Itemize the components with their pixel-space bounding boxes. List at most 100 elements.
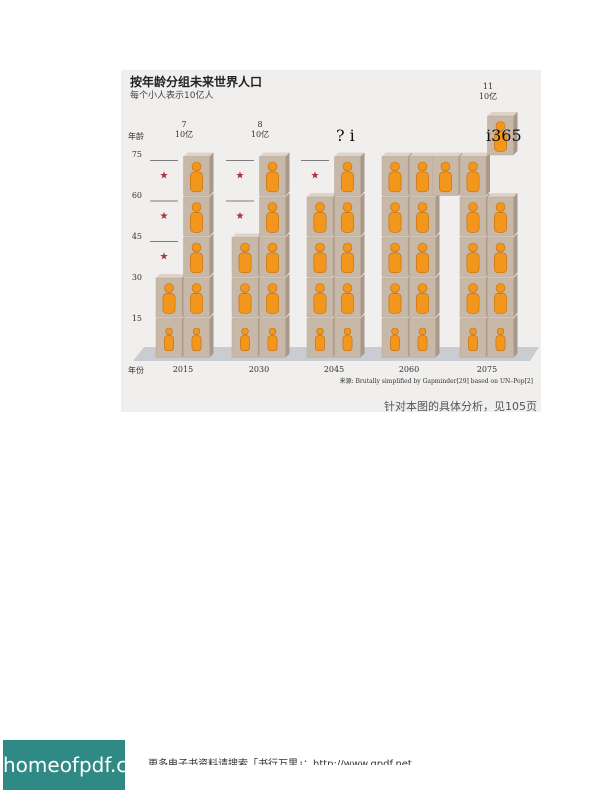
person-body bbox=[466, 252, 480, 274]
person-body bbox=[341, 252, 354, 274]
population-box-top bbox=[487, 193, 518, 197]
population-box-side bbox=[285, 152, 290, 196]
population-box-side bbox=[513, 112, 518, 155]
population-box-side bbox=[513, 314, 518, 358]
population-box-top bbox=[307, 193, 337, 197]
population-box-side bbox=[513, 274, 518, 317]
population-figure: ★ ★ ★ ★ ★ ★ 按年龄分组未来世界人口 每个小人表示10亿人 年龄 年份 15 30… bbox=[121, 70, 541, 413]
person-body bbox=[266, 212, 279, 233]
person-head bbox=[267, 283, 278, 293]
x-axis-label: 年份 bbox=[128, 366, 144, 375]
person-body bbox=[266, 171, 279, 193]
population-box-side bbox=[435, 193, 440, 236]
person-body bbox=[162, 293, 176, 314]
population-box-side bbox=[285, 314, 290, 358]
person-head bbox=[417, 242, 428, 253]
total-label: 11 10亿 bbox=[468, 82, 508, 102]
person-head bbox=[390, 202, 400, 212]
star-marker: ★ bbox=[160, 252, 169, 263]
year-label: 2015 bbox=[172, 365, 194, 374]
total-value: 8 bbox=[257, 120, 263, 129]
person-body bbox=[388, 293, 402, 314]
person-head bbox=[315, 283, 325, 293]
footer-logo[interactable]: homeofpdf.com bbox=[3, 740, 159, 790]
person-body bbox=[495, 335, 506, 351]
population-box-side bbox=[513, 233, 518, 277]
total-value: 7 bbox=[181, 120, 187, 129]
total-label: 7 10亿 bbox=[164, 120, 204, 140]
y-tick-label: 60 bbox=[131, 191, 142, 200]
person-head bbox=[391, 327, 399, 336]
star-marker: ★ bbox=[160, 171, 169, 182]
population-box-top bbox=[334, 152, 365, 157]
overlay-text: ? i bbox=[336, 126, 355, 145]
y-tick-label: 75 bbox=[131, 150, 142, 159]
star-marker: ★ bbox=[236, 171, 245, 182]
person-head bbox=[191, 283, 202, 293]
person-head bbox=[417, 202, 428, 212]
person-body bbox=[238, 293, 252, 314]
person-body bbox=[267, 335, 278, 351]
year-label: 2075 bbox=[476, 365, 498, 374]
person-body bbox=[466, 212, 480, 233]
star-marker: ★ bbox=[236, 211, 245, 222]
population-box-side bbox=[209, 193, 214, 236]
year-label: 2045 bbox=[323, 365, 345, 374]
population-box-top bbox=[487, 112, 518, 116]
person-body bbox=[390, 335, 400, 351]
person-head bbox=[191, 161, 202, 172]
population-box-side bbox=[435, 274, 440, 317]
person-head bbox=[342, 161, 353, 172]
population-box-side bbox=[360, 274, 365, 317]
population-box-top bbox=[156, 274, 186, 278]
population-box-top bbox=[432, 152, 463, 157]
person-body bbox=[266, 293, 279, 314]
footer-text[interactable]: 更多电子书资料请搜索「书行万里」：http://www.gpdf.net bbox=[148, 759, 412, 765]
population-box-top bbox=[259, 152, 290, 157]
person-body bbox=[341, 293, 354, 314]
person-body bbox=[313, 212, 327, 233]
person-head bbox=[165, 327, 173, 336]
person-body bbox=[416, 171, 429, 193]
person-body bbox=[341, 171, 354, 193]
person-head bbox=[495, 283, 506, 293]
person-head bbox=[315, 202, 325, 212]
person-head bbox=[496, 327, 505, 336]
person-body bbox=[416, 293, 429, 314]
person-body bbox=[494, 212, 507, 233]
person-head bbox=[240, 242, 250, 253]
population-box-top bbox=[460, 152, 490, 157]
person-head bbox=[495, 202, 506, 212]
person-body bbox=[439, 171, 452, 193]
population-box-side bbox=[209, 314, 214, 358]
population-box-side bbox=[209, 152, 214, 196]
person-body bbox=[494, 131, 507, 152]
overlay-text-2: i365 bbox=[486, 126, 522, 145]
population-box-top bbox=[183, 152, 214, 157]
person-head bbox=[418, 327, 427, 336]
person-body bbox=[238, 252, 252, 274]
person-head bbox=[191, 242, 202, 253]
person-head bbox=[267, 161, 278, 172]
person-head bbox=[495, 121, 506, 131]
person-head bbox=[267, 202, 278, 212]
y-tick-label: 45 bbox=[131, 232, 142, 241]
person-head bbox=[315, 242, 325, 253]
person-body bbox=[164, 335, 174, 351]
person-body bbox=[388, 252, 402, 274]
person-body bbox=[494, 252, 507, 274]
person-body bbox=[466, 171, 480, 193]
person-body bbox=[315, 335, 325, 351]
person-body bbox=[417, 335, 428, 351]
person-body bbox=[466, 293, 480, 314]
person-body bbox=[190, 212, 203, 233]
person-head bbox=[240, 283, 250, 293]
person-head bbox=[191, 202, 202, 212]
population-box-side bbox=[209, 274, 214, 317]
person-head bbox=[342, 202, 353, 212]
year-label: 2030 bbox=[248, 365, 270, 374]
person-head bbox=[390, 283, 400, 293]
total-unit: 10亿 bbox=[478, 92, 498, 101]
y-axis-label: 年龄 bbox=[128, 132, 144, 141]
person-body bbox=[190, 293, 203, 314]
